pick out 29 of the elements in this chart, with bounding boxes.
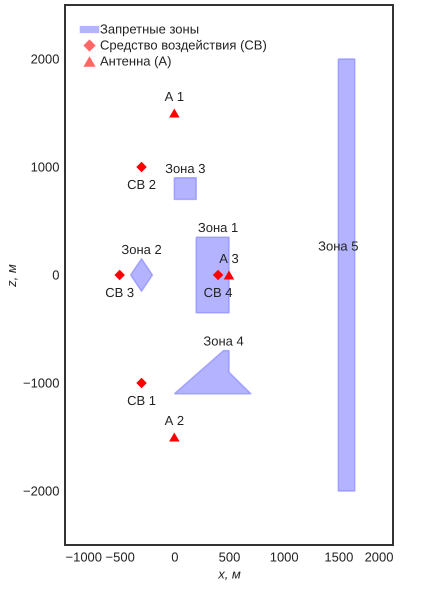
data-label: СВ 2 [127, 177, 156, 192]
x-tick-label: 500 [218, 550, 240, 564]
annotation: Зона 1 [198, 220, 238, 236]
data-label: СВ 4 [204, 285, 233, 300]
y-tick-label: 0 [52, 268, 60, 282]
x-tick-label: 0 [171, 550, 178, 564]
y-tick-label: −1000 [22, 376, 60, 390]
legend-label: Запретные зоны [100, 22, 200, 36]
legend-label: Средство воздействия (СВ) [100, 38, 267, 52]
legend-label: Антенна (А) [100, 54, 172, 68]
y-tick-label: 1000 [30, 160, 60, 174]
x-tick-label: 1000 [270, 550, 299, 564]
annotation: Зона 3 [165, 160, 206, 176]
y-axis-title: z, м [4, 264, 19, 288]
x-tick-label: −500 [106, 550, 135, 564]
x-tick-label: 2000 [364, 550, 394, 564]
annotation: Зона 4 [203, 334, 244, 349]
x-tick-label: −1000 [66, 550, 102, 564]
x-tick-label: 1500 [324, 550, 354, 564]
data-label: СВ 1 [127, 393, 156, 408]
data-label: СВ 3 [105, 285, 134, 300]
annotation: Зона 5 [318, 238, 359, 254]
annotation: Зона 2 [121, 242, 162, 257]
x-axis-title: x, м [217, 566, 241, 582]
y-tick-label: 2000 [30, 52, 60, 66]
data-label: А 3 [219, 251, 239, 266]
data-label: А 1 [164, 89, 184, 104]
data-label: А 2 [164, 413, 184, 428]
y-tick-label: −2000 [22, 484, 60, 498]
